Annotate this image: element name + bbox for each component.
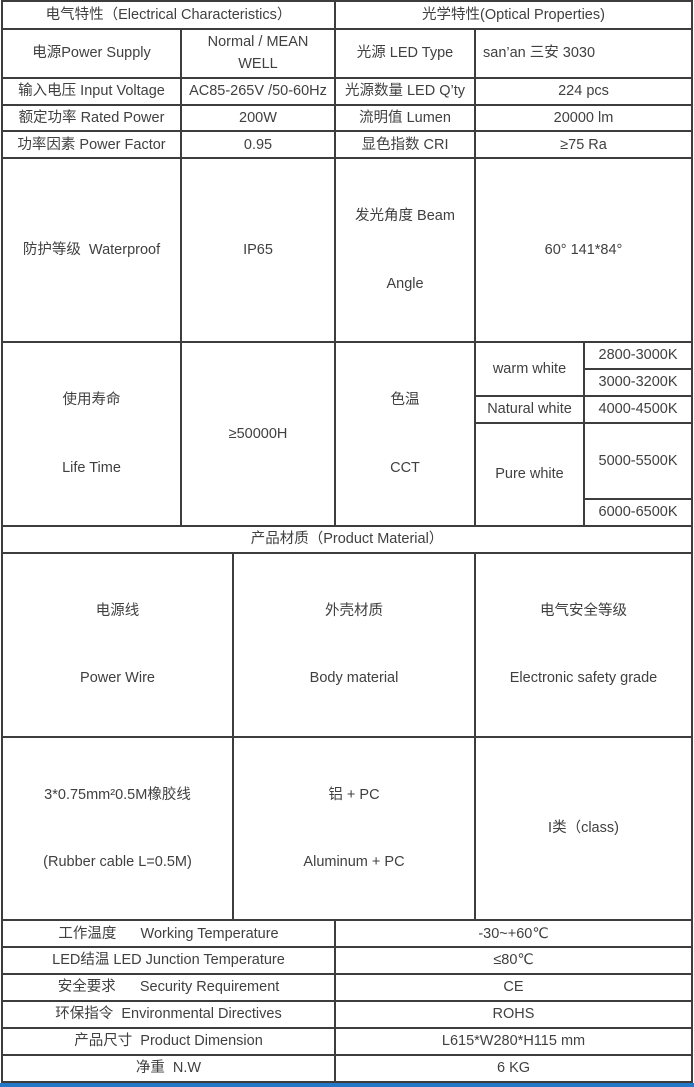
safety-grade-head-line2: Electronic safety grade <box>509 670 658 687</box>
table-row: LED结温 LED Junction Temperature ≤80℃ <box>1 946 694 975</box>
beam-angle-value: 60° 141*84° <box>473 157 694 344</box>
led-qty-label: 光源数量 LED Q’ty <box>334 76 476 106</box>
safety-grade-head: 电气安全等级 Electronic safety grade <box>473 551 694 738</box>
lumen-value: 20000 lm <box>473 103 694 133</box>
table-row: 防护等级 Waterproof IP65 发光角度 Beam Angle 60°… <box>1 157 694 344</box>
input-voltage-label: 输入电压 Input Voltage <box>1 76 182 106</box>
table-row: 额定功率 Rated Power 200W 流明值 Lumen 20000 lm <box>1 103 694 133</box>
body-material-head-line2: Body material <box>309 670 399 687</box>
net-weight-label: 净重 N.W <box>1 1053 336 1083</box>
life-time-label: 使用寿命 Life Time <box>1 341 182 527</box>
power-wire-value: 3*0.75mm²0.5M橡胶线 (Rubber cable L=0.5M) <box>1 735 234 922</box>
section-header-row: 电气特性（Electrical Characteristics） 光学特性(Op… <box>1 0 694 30</box>
material-header-row: 产品材质（Product Material） <box>0 524 694 554</box>
working-temperature-label: 工作温度 Working Temperature <box>1 919 336 949</box>
power-factor-value: 0.95 <box>180 130 336 160</box>
lumen-label: 流明值 Lumen <box>334 103 476 133</box>
body-material-value: 铝 + PC Aluminum + PC <box>232 735 476 922</box>
material-section-header: 产品材质（Product Material） <box>0 524 694 554</box>
cct-label-line2: CCT <box>390 459 420 476</box>
junction-temperature-label: LED结温 LED Junction Temperature <box>1 946 336 975</box>
led-qty-value: 224 pcs <box>473 76 694 106</box>
cri-label: 显色指数 CRI <box>334 130 476 160</box>
environmental-directives-value: ROHS <box>333 999 694 1029</box>
power-wire-value-line2: (Rubber cable L=0.5M) <box>43 854 192 870</box>
junction-temperature-value: ≤80℃ <box>333 946 694 975</box>
bottom-accent-bar <box>0 1082 694 1087</box>
table-row: 输入电压 Input Voltage AC85-265V /50-60Hz 光源… <box>1 76 694 106</box>
working-temperature-value: -30~+60℃ <box>333 919 694 949</box>
waterproof-label: 防护等级 Waterproof <box>1 157 182 344</box>
cct-value: 5000-5500K <box>582 422 694 500</box>
table-row: 6000-6500K <box>2 497 694 527</box>
led-type-label: 光源 LED Type <box>334 28 476 79</box>
led-type-value: san’an 三安 3030 <box>473 28 694 79</box>
table-row: 环保指令 Environmental Directives ROHS <box>1 999 694 1029</box>
beam-angle-label: 发光角度 Beam Angle <box>334 157 476 344</box>
power-factor-label: 功率因素 Power Factor <box>1 130 182 160</box>
material-value-row: 3*0.75mm²0.5M橡胶线 (Rubber cable L=0.5M) 铝… <box>1 735 694 922</box>
life-time-label-line1: 使用寿命 <box>62 392 121 409</box>
electrical-section-header: 电气特性（Electrical Characteristics） <box>1 0 336 30</box>
cct-value: 4000-4500K <box>582 395 694 425</box>
security-requirement-value: CE <box>333 972 694 1002</box>
security-requirement-label: 安全要求 Security Requirement <box>1 972 336 1002</box>
life-time-value: ≥50000H <box>180 341 336 527</box>
waterproof-value: IP65 <box>180 157 336 344</box>
table-row: 产品尺寸 Product Dimension L615*W280*H115 mm <box>1 1026 694 1056</box>
power-wire-value-line1: 3*0.75mm²0.5M橡胶线 <box>44 786 191 803</box>
cct-group-pure-white: Pure white <box>474 422 585 527</box>
cct-value: 6000-6500K <box>582 497 694 527</box>
cri-value: ≥75 Ra <box>473 130 694 160</box>
power-supply-value: Normal / MEAN WELL <box>180 28 336 79</box>
beam-angle-label-line2: Angle <box>386 275 424 292</box>
cct-group-natural-white: Natural white <box>474 395 585 425</box>
body-material-head: 外壳材质 Body material <box>232 551 476 738</box>
environmental-directives-label: 环保指令 Environmental Directives <box>1 999 336 1029</box>
table-row: Pure white 5000-5500K <box>2 422 694 527</box>
safety-grade-value: I类（class) <box>473 735 694 922</box>
table-row: 工作温度 Working Temperature -30~+60℃ <box>1 919 694 949</box>
rated-power-value: 200W <box>180 103 336 133</box>
material-head-row: 电源线 Power Wire 外壳材质 Body material 电气安全等级… <box>1 551 694 738</box>
power-wire-head-line2: Power Wire <box>80 670 155 687</box>
table-row: 3000-3200K <box>2 368 694 398</box>
cct-label: 色温 CCT <box>334 341 476 527</box>
table-row: 使用寿命 Life Time ≥50000H 色温 CCT warm white… <box>1 341 694 527</box>
power-wire-head: 电源线 Power Wire <box>1 551 234 738</box>
life-time-label-line2: Life Time <box>62 459 121 476</box>
power-supply-label: 电源Power Supply <box>1 28 182 79</box>
table-row: 电源Power Supply Normal / MEAN WELL 光源 LED… <box>1 28 694 79</box>
table-row: Natural white 4000-4500K <box>2 395 694 425</box>
table-row: 安全要求 Security Requirement CE <box>1 972 694 1002</box>
optical-section-header: 光学特性(Optical Properties) <box>333 0 694 30</box>
body-material-value-line2: Aluminum + PC <box>303 854 405 870</box>
rated-power-label: 额定功率 Rated Power <box>1 103 182 133</box>
table-row: 功率因素 Power Factor 0.95 显色指数 CRI ≥75 Ra <box>1 130 694 160</box>
product-dimension-label: 产品尺寸 Product Dimension <box>1 1026 336 1056</box>
body-material-head-line1: 外壳材质 <box>325 602 383 619</box>
safety-grade-head-line1: 电气安全等级 <box>540 602 627 619</box>
table-row: 净重 N.W 6 KG <box>1 1053 694 1083</box>
beam-angle-label-line1: 发光角度 Beam <box>355 208 455 225</box>
power-wire-head-line1: 电源线 <box>95 602 140 619</box>
input-voltage-value: AC85-265V /50-60Hz <box>180 76 336 106</box>
cct-label-line1: 色温 <box>390 392 420 409</box>
cct-value: 3000-3200K <box>582 368 694 398</box>
cct-value: 2800-3000K <box>582 341 694 371</box>
body-material-value-line1: 铝 + PC <box>328 786 380 803</box>
net-weight-value: 6 KG <box>333 1053 694 1083</box>
product-dimension-value: L615*W280*H115 mm <box>333 1026 694 1056</box>
cct-group-warm-white: warm white <box>474 341 585 398</box>
